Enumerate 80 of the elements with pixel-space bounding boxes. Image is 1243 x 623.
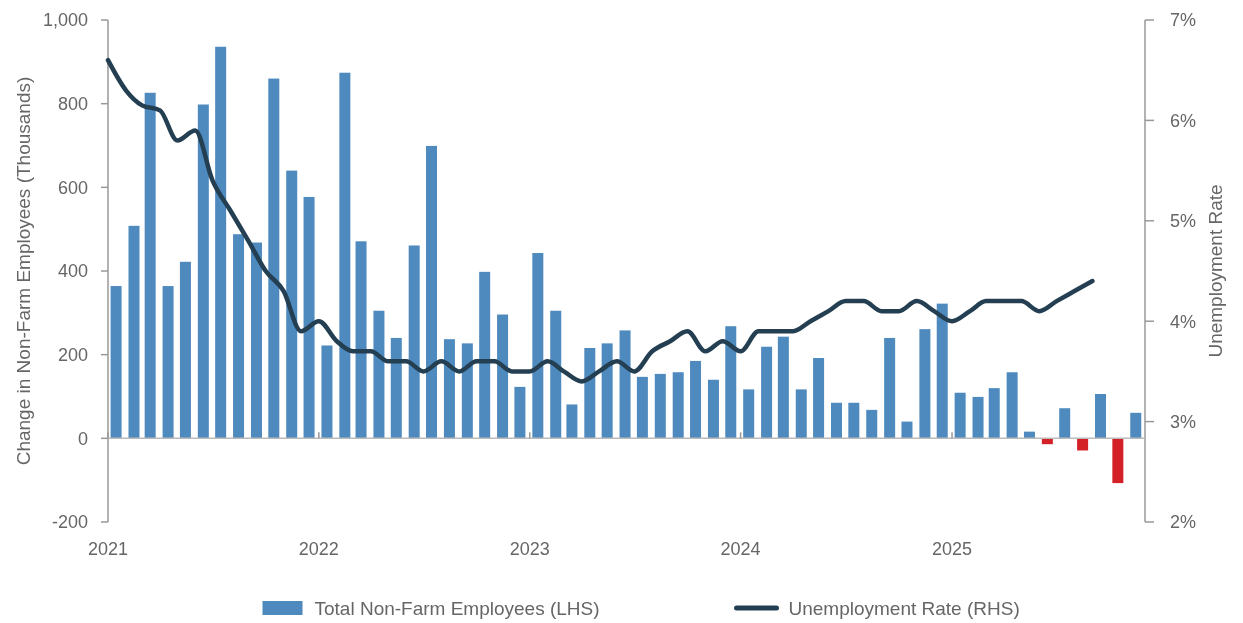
legend-label: Total Non-Farm Employees (LHS) xyxy=(314,597,600,619)
bar xyxy=(110,286,122,439)
bar xyxy=(848,402,860,439)
bar xyxy=(479,271,491,439)
bar xyxy=(233,234,245,439)
bar xyxy=(954,392,966,439)
bar xyxy=(339,72,351,439)
bar xyxy=(144,92,156,439)
bar xyxy=(619,330,631,439)
bar xyxy=(550,310,562,439)
bar xyxy=(128,225,140,439)
y2-tick-label: 6% xyxy=(1169,110,1197,131)
bar xyxy=(654,373,666,439)
bar xyxy=(566,404,578,439)
x-tick-label: 2024 xyxy=(720,539,761,559)
bar xyxy=(584,347,596,439)
bar xyxy=(215,46,227,439)
bar xyxy=(443,339,455,439)
bar xyxy=(1059,408,1071,439)
y2-tick-label: 5% xyxy=(1169,211,1197,232)
x-tick-label: 2021 xyxy=(87,539,129,559)
bar xyxy=(303,196,315,439)
bar xyxy=(250,242,262,439)
x-tick-label: 2022 xyxy=(298,539,339,559)
bar xyxy=(390,337,402,439)
y-tick-label: 1,000 xyxy=(42,10,88,31)
line-series xyxy=(105,57,1095,384)
bar xyxy=(268,78,280,439)
y-tick-label: -200 xyxy=(51,512,88,533)
bar xyxy=(532,253,544,439)
bar xyxy=(777,336,789,439)
bar xyxy=(514,386,526,439)
y2-tick-label: 4% xyxy=(1169,311,1197,332)
x-tick-label: 2025 xyxy=(932,539,973,559)
bar xyxy=(972,396,984,439)
bar xyxy=(286,170,298,439)
y2-tick-label: 2% xyxy=(1169,512,1197,533)
bar xyxy=(831,402,842,439)
bar xyxy=(1112,438,1124,484)
bar xyxy=(197,104,209,439)
bar xyxy=(408,245,420,439)
bar xyxy=(761,346,773,439)
bar xyxy=(179,261,191,439)
y2-tick-label: 7% xyxy=(1169,10,1197,31)
bar xyxy=(162,286,174,439)
bar xyxy=(321,345,333,439)
bar xyxy=(743,389,755,439)
bar xyxy=(601,343,613,439)
bar xyxy=(988,388,1000,439)
bar xyxy=(636,376,648,439)
bar xyxy=(1130,412,1142,439)
y-axis-title: Change in Non-Farm Employees (Thousands) xyxy=(13,76,34,466)
bar xyxy=(795,389,807,439)
bar xyxy=(936,303,948,439)
bar xyxy=(813,358,825,439)
bar xyxy=(373,310,385,439)
bar xyxy=(690,360,702,439)
bar xyxy=(866,409,878,439)
legend-label: Unemployment Rate (RHS) xyxy=(788,597,1020,619)
bar xyxy=(1095,393,1107,439)
bar xyxy=(1006,372,1018,439)
y2-axis-title: Unemployment Rate xyxy=(1205,184,1226,358)
bar xyxy=(919,329,931,439)
bar xyxy=(1077,438,1089,451)
bar xyxy=(672,372,684,439)
y2-tick-label: 3% xyxy=(1169,411,1197,432)
bar xyxy=(461,343,473,439)
bar xyxy=(707,379,719,439)
bar xyxy=(884,337,896,439)
bar xyxy=(497,314,509,439)
y-tick-label: 400 xyxy=(57,261,88,282)
bar xyxy=(355,241,367,439)
y-tick-label: 600 xyxy=(57,177,88,198)
y-tick-label: 0 xyxy=(77,428,88,449)
y-tick-label: 800 xyxy=(57,93,88,114)
bar xyxy=(725,326,737,439)
y-tick-label: 200 xyxy=(57,344,88,365)
x-tick-label: 2023 xyxy=(509,539,550,559)
bar xyxy=(901,421,913,439)
bar xyxy=(426,145,438,439)
